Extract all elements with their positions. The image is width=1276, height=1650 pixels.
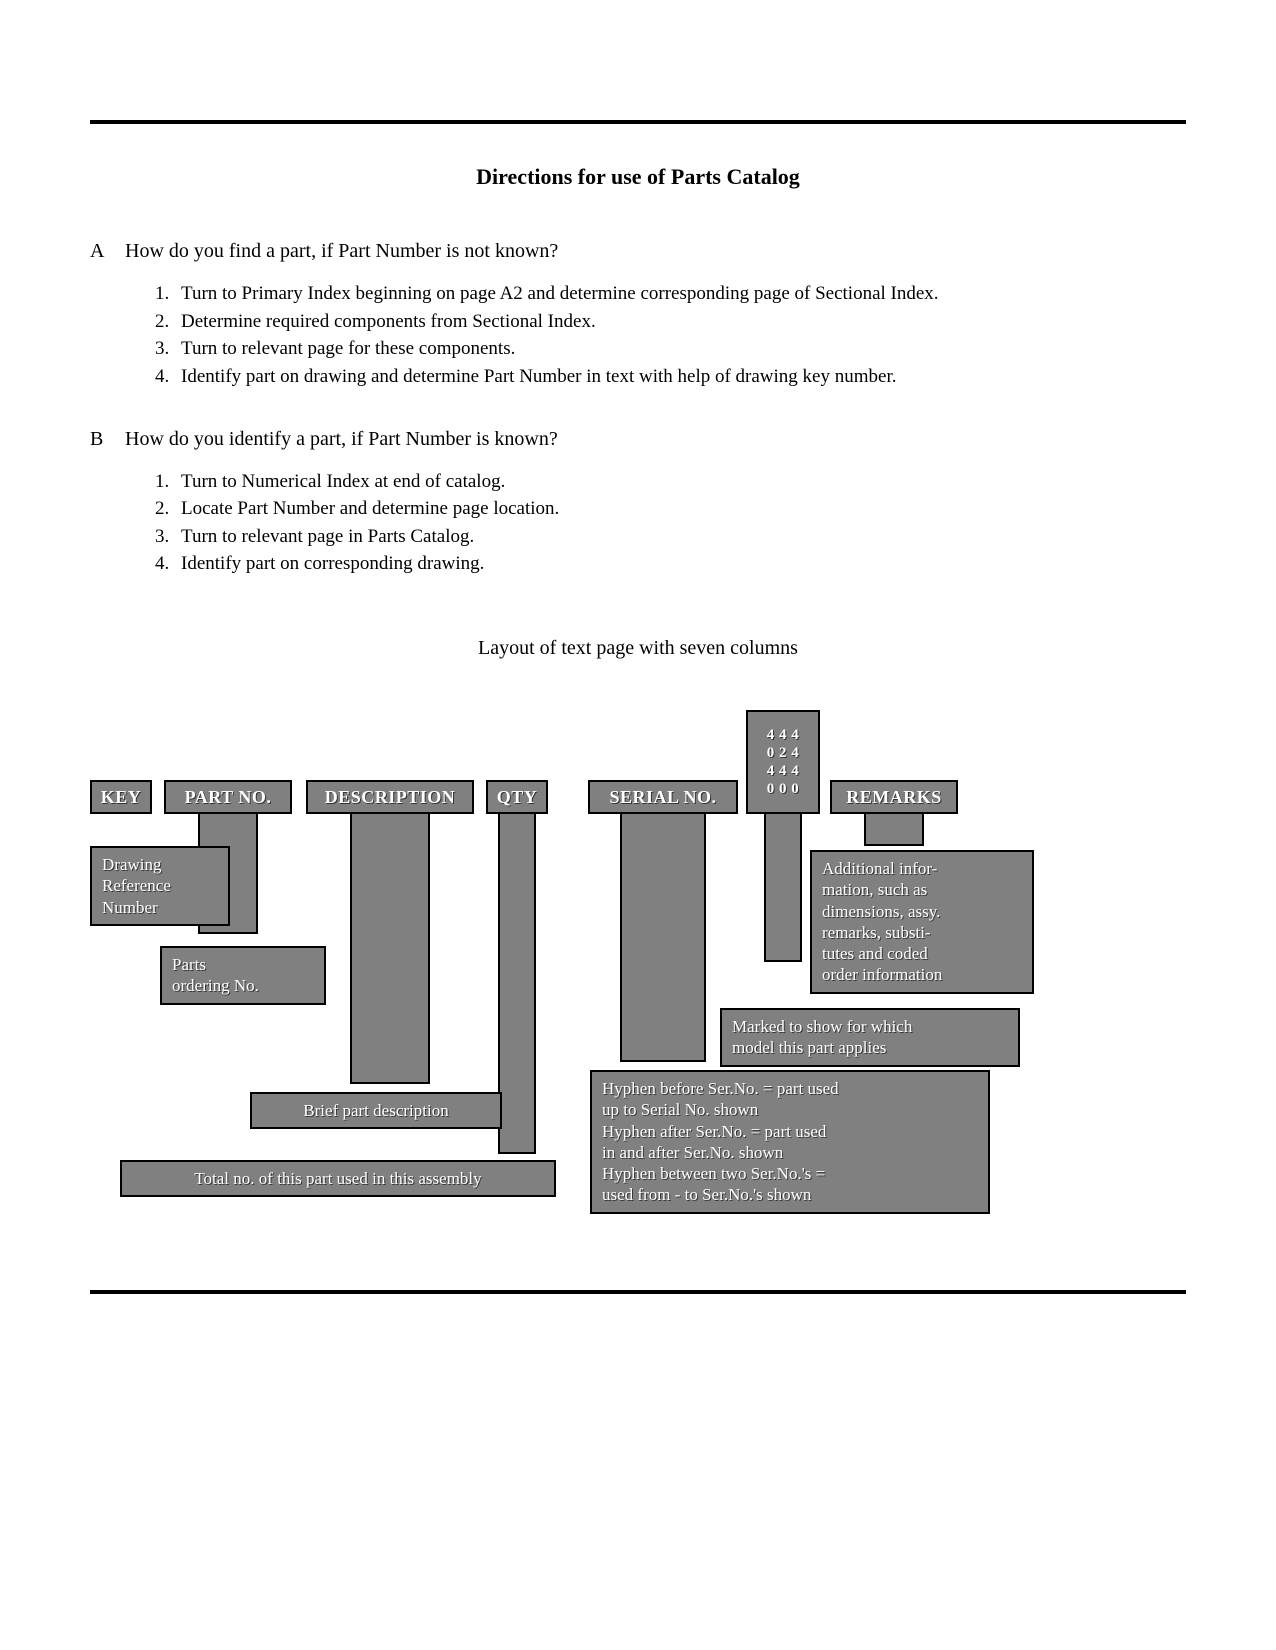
top-rule xyxy=(90,120,1186,124)
col-header-remarks: REMARKS xyxy=(830,780,958,814)
callout-parts-ordering: Parts ordering No. xyxy=(160,946,326,1005)
list-item: 1.Turn to Primary Index beginning on pag… xyxy=(155,281,1186,307)
callout-drawing-ref: Drawing Reference Number xyxy=(90,846,230,926)
col-body-remarks xyxy=(864,814,924,846)
list-item: 3.Turn to relevant page for these compon… xyxy=(155,336,1186,362)
section-a-question: A How do you find a part, if Part Number… xyxy=(90,240,1186,263)
callout-hyphen-info: Hyphen before Ser.No. = part used up to … xyxy=(590,1070,990,1214)
callout-total-no: Total no. of this part used in this asse… xyxy=(120,1160,556,1197)
diagram-subtitle: Layout of text page with seven columns xyxy=(90,637,1186,660)
col-body-qty xyxy=(498,814,536,1154)
callout-brief-desc: Brief part description xyxy=(250,1092,502,1129)
list-item: 1.Turn to Numerical Index at end of cata… xyxy=(155,469,1186,495)
list-item: 4.Identify part on drawing and determine… xyxy=(155,364,1186,390)
section-b-question: B How do you identify a part, if Part Nu… xyxy=(90,428,1186,451)
col-body-model xyxy=(764,814,802,962)
callout-marked-model: Marked to show for which model this part… xyxy=(720,1008,1020,1067)
list-item: 2.Determine required components from Sec… xyxy=(155,309,1186,335)
list-item: 2.Locate Part Number and determine page … xyxy=(155,496,1186,522)
col-header-model: 4 4 4 0 2 4 4 4 4 0 0 0 xyxy=(746,710,820,814)
col-header-serialno: SERIAL NO. xyxy=(588,780,738,814)
list-item: 3.Turn to relevant page in Parts Catalog… xyxy=(155,524,1186,550)
col-body-serialno xyxy=(620,814,706,1062)
bottom-rule xyxy=(90,1290,1186,1294)
col-body-description xyxy=(350,814,430,1084)
section-b-list: 1.Turn to Numerical Index at end of cata… xyxy=(155,469,1186,578)
section-b-text: How do you identify a part, if Part Numb… xyxy=(125,428,558,450)
col-header-qty: QTY xyxy=(486,780,548,814)
col-header-partno: PART NO. xyxy=(164,780,292,814)
section-a-list: 1.Turn to Primary Index beginning on pag… xyxy=(155,281,1186,390)
section-b-letter: B xyxy=(90,428,120,451)
list-item: 4.Identify part on corresponding drawing… xyxy=(155,551,1186,577)
column-layout-diagram: 4 4 4 0 2 4 4 4 4 0 0 0 KEY PART NO. DES… xyxy=(90,710,1186,1230)
section-a-text: How do you find a part, if Part Number i… xyxy=(125,240,558,262)
page-title: Directions for use of Parts Catalog xyxy=(90,164,1186,190)
col-header-key: KEY xyxy=(90,780,152,814)
callout-additional-info: Additional infor- mation, such as dimens… xyxy=(810,850,1034,994)
section-a-letter: A xyxy=(90,240,120,263)
col-header-description: DESCRIPTION xyxy=(306,780,474,814)
